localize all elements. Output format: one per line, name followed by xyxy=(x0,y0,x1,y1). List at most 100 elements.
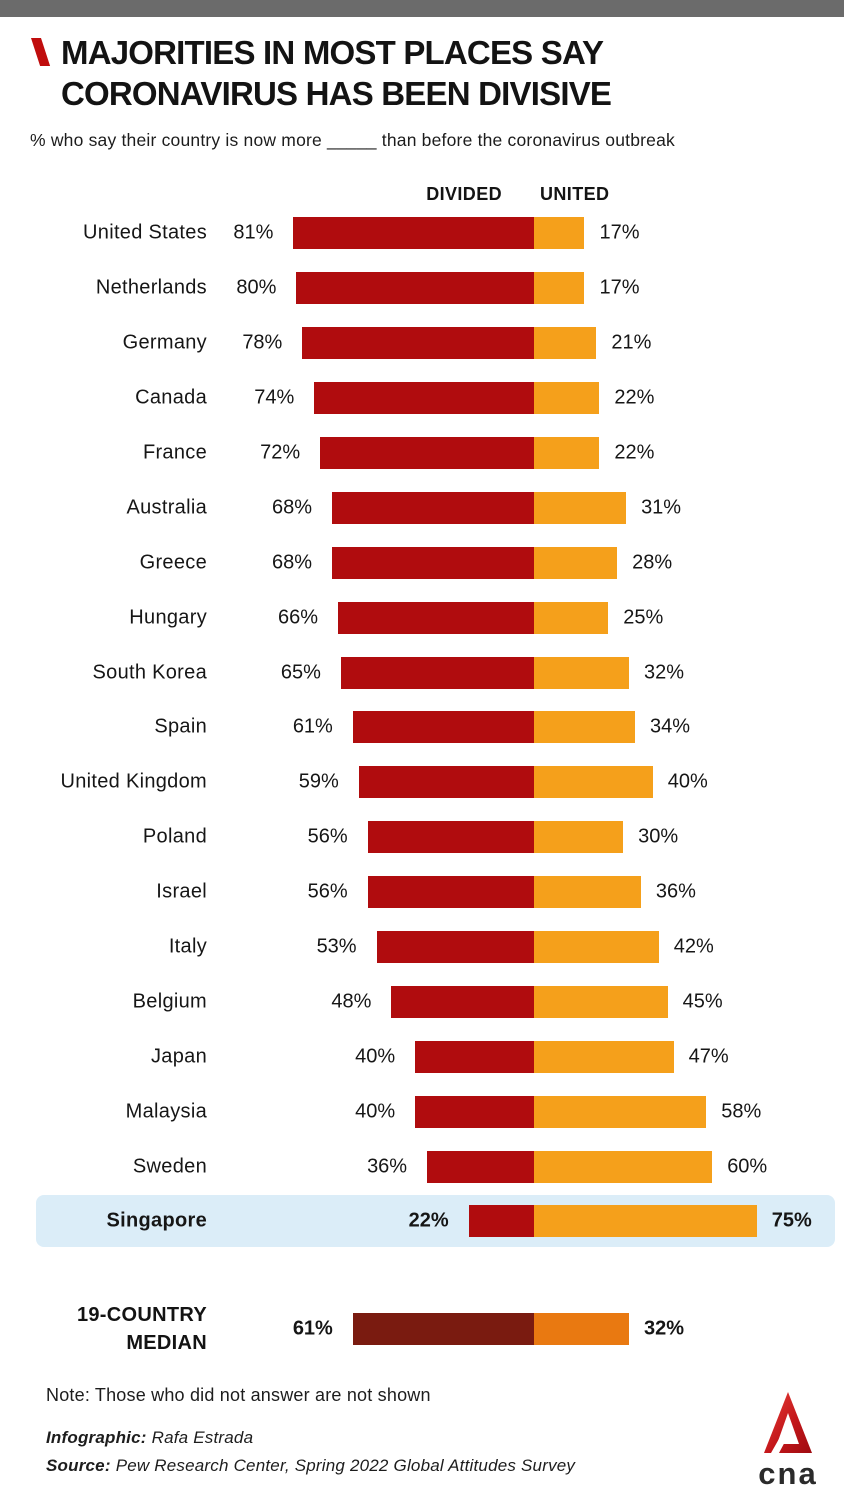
chart-row: Italy 53% 42% xyxy=(0,920,844,975)
united-bar xyxy=(534,985,668,1018)
chart-row: Japan 40% 47% xyxy=(0,1029,844,1084)
cna-logo-text: cna xyxy=(758,1456,818,1491)
title-accent-slash-icon xyxy=(31,38,51,66)
divided-percent-label: 59% xyxy=(298,770,339,793)
united-percent-label: 45% xyxy=(682,990,723,1013)
chart-row: Spain 61% 34% xyxy=(0,700,844,755)
chart-subtitle: % who say their country is now more ____… xyxy=(30,130,675,150)
united-bar xyxy=(534,1040,674,1073)
country-label: Malaysia xyxy=(125,1100,207,1123)
page-title: MAJORITIES IN MOST PLACES SAY CORONAVIRUS… xyxy=(61,32,612,114)
united-bar xyxy=(534,1095,707,1128)
column-header-united: UNITED xyxy=(540,184,610,204)
country-label: Sweden xyxy=(132,1155,207,1178)
divided-bar xyxy=(320,437,534,469)
united-percent-label: 21% xyxy=(611,331,652,354)
united-percent-label: 32% xyxy=(644,661,685,684)
country-label: South Korea xyxy=(92,661,207,684)
divided-percent-label: 61% xyxy=(292,1317,333,1340)
divided-bar xyxy=(415,1040,534,1073)
country-label: United Kingdom xyxy=(60,770,207,793)
united-bar xyxy=(534,217,585,250)
divided-bar xyxy=(367,821,534,854)
divided-bar xyxy=(352,711,534,744)
country-label: Hungary xyxy=(129,606,207,629)
country-label: Australia xyxy=(126,496,207,519)
divided-percent-label: 66% xyxy=(277,606,318,629)
divided-bar xyxy=(376,931,534,964)
divided-percent-label: 36% xyxy=(367,1155,408,1178)
united-bar xyxy=(534,931,659,964)
divided-percent-label: 72% xyxy=(260,441,301,464)
united-bar xyxy=(534,1205,757,1238)
united-bar xyxy=(534,327,597,360)
united-percent-label: 32% xyxy=(644,1317,685,1340)
page-title-line2: CORONAVIRUS HAS BEEN DIVISIVE xyxy=(61,75,612,112)
divided-bar xyxy=(352,1313,534,1345)
country-label: Poland xyxy=(142,825,207,848)
divided-percent-label: 68% xyxy=(272,551,313,574)
source-credit-label: Source: xyxy=(46,1456,111,1475)
united-bar xyxy=(534,272,585,305)
united-percent-label: 42% xyxy=(673,935,714,958)
divided-bar xyxy=(340,656,534,689)
country-label: Spain xyxy=(154,715,207,738)
divided-bar xyxy=(391,985,534,1018)
column-header-divided: DIVIDED xyxy=(426,184,502,204)
median-label-line1: 19-COUNTRY xyxy=(76,1304,207,1326)
country-label: Singapore xyxy=(106,1209,207,1232)
country-label: France xyxy=(142,441,207,464)
united-bar xyxy=(534,1150,713,1183)
united-percent-label: 47% xyxy=(688,1045,729,1068)
chart-row: Australia 68% 31% xyxy=(0,480,844,535)
divided-percent-label: 40% xyxy=(355,1100,396,1123)
chart-row: Israel 56% 36% xyxy=(0,865,844,920)
united-bar xyxy=(534,711,635,744)
divided-percent-label: 65% xyxy=(280,661,321,684)
chart-row: Netherlands 80% 17% xyxy=(0,261,844,316)
median-label-line2: MEDIAN xyxy=(126,1332,207,1354)
top-gray-bar xyxy=(0,0,844,17)
chart-row: Poland 56% 30% xyxy=(0,810,844,865)
united-percent-label: 28% xyxy=(632,551,673,574)
chart-row: Greece 68% 28% xyxy=(0,535,844,590)
chart-row: Belgium 48% 45% xyxy=(0,974,844,1029)
infographic-credit-value: Rafa Estrada xyxy=(151,1428,254,1447)
divided-bar xyxy=(314,382,534,415)
infographic-credit-label: Infographic: xyxy=(46,1428,147,1447)
chart-rows: United States 81% 17% Netherlands 80% 17% Germ… xyxy=(0,206,844,1249)
infographic-credit: Infographic: Rafa Estrada xyxy=(46,1428,253,1448)
divided-bar xyxy=(358,766,534,799)
chart-row: Sweden 36% 60% xyxy=(0,1139,844,1194)
source-credit: Source: Pew Research Center, Spring 2022 … xyxy=(46,1456,575,1476)
divided-bar xyxy=(293,217,534,250)
united-percent-label: 36% xyxy=(655,880,696,903)
united-bar xyxy=(534,382,600,415)
note-text: Note: Those who did not answer are not s… xyxy=(46,1385,431,1405)
united-bar xyxy=(534,601,609,634)
divided-bar xyxy=(468,1205,534,1238)
country-label: Greece xyxy=(139,551,207,574)
chart-row: United Kingdom 59% 40% xyxy=(0,755,844,810)
united-bar xyxy=(534,546,618,579)
united-percent-label: 60% xyxy=(727,1155,768,1178)
united-percent-label: 58% xyxy=(721,1100,762,1123)
divided-percent-label: 56% xyxy=(307,880,348,903)
divided-bar xyxy=(332,491,534,524)
united-bar xyxy=(534,437,600,469)
united-bar xyxy=(534,766,653,799)
united-percent-label: 31% xyxy=(641,496,682,519)
divided-percent-label: 61% xyxy=(292,715,333,738)
divided-percent-label: 68% xyxy=(272,496,313,519)
divided-bar xyxy=(332,546,534,579)
page-title-line1: MAJORITIES IN MOST PLACES SAY xyxy=(61,34,604,71)
median-label: 19-COUNTRY MEDIAN xyxy=(0,1301,207,1357)
united-percent-label: 34% xyxy=(649,715,690,738)
divided-bar xyxy=(367,876,534,909)
united-percent-label: 17% xyxy=(599,221,640,244)
united-bar xyxy=(534,876,641,909)
country-label: Germany xyxy=(122,331,207,354)
united-percent-label: 22% xyxy=(614,386,655,409)
chart-row: Hungary 66% 25% xyxy=(0,590,844,645)
